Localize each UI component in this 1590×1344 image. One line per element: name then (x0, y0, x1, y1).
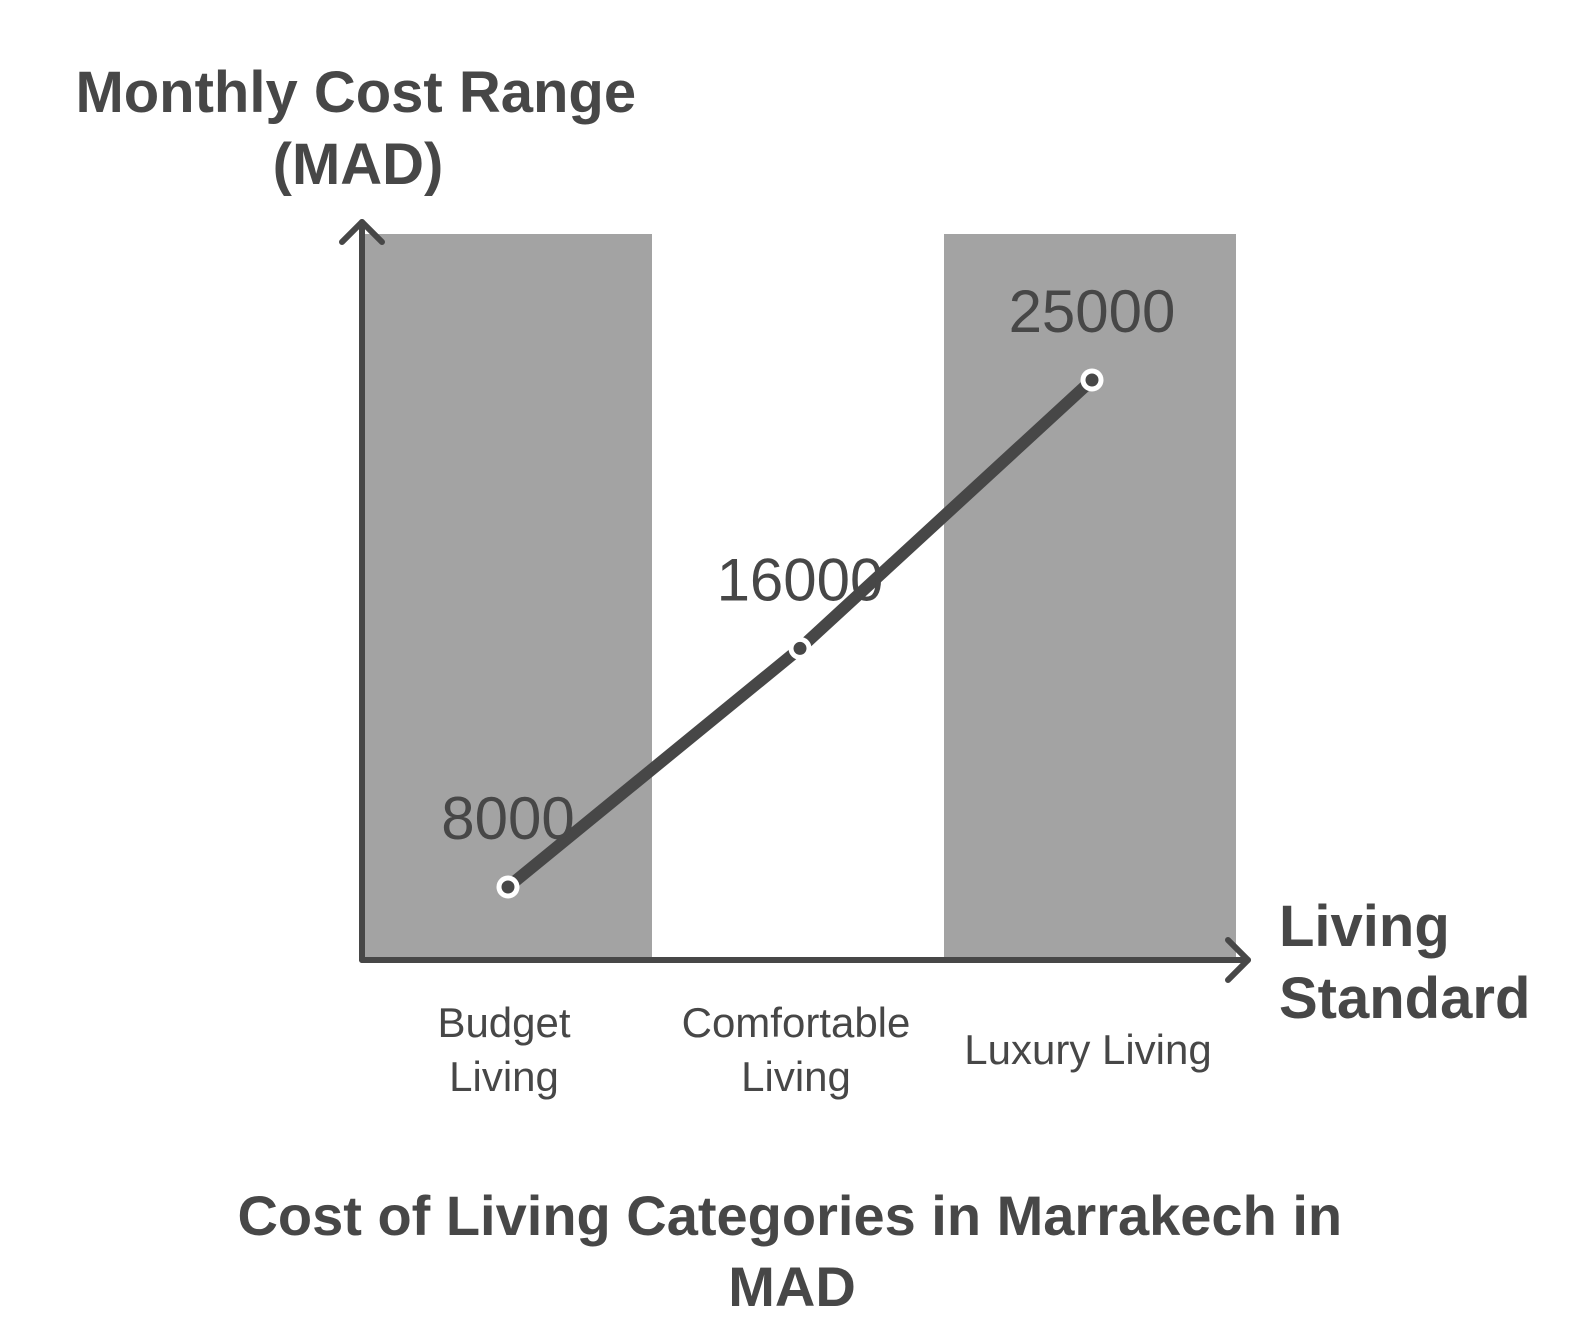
category-label-2-line-1: Comfortable (682, 999, 911, 1046)
category-label-3-line-1: Luxury Living (964, 1026, 1211, 1073)
data-label-2: 16000 (717, 546, 884, 613)
x-axis-label-line-1: Living (1279, 894, 1450, 959)
y-axis (339, 219, 385, 963)
x-axis-label-line-2: Standard (1279, 966, 1530, 1031)
category-label-2-line-2: Living (741, 1053, 851, 1100)
category-labels: Budget Living Comfortable Living Luxury Livi… (437, 999, 1211, 1100)
x-axis (359, 937, 1251, 983)
chart-title: Cost of Living Categories in Marrakech i… (237, 1184, 1346, 1318)
y-axis-label-line-1: Monthly Cost Range (75, 60, 636, 125)
y-axis-label: Monthly Cost Range (MAD) (75, 60, 640, 197)
background-bands (360, 234, 1236, 957)
data-label-3: 25000 (1009, 278, 1176, 345)
chart-title-line-1: Cost of Living Categories in Marrakech i… (237, 1184, 1342, 1247)
category-label-3: Luxury Living (964, 1026, 1211, 1073)
category-label-1: Budget Living (437, 999, 570, 1100)
y-axis-label-line-2: (MAD) (273, 132, 444, 197)
data-points (496, 368, 1104, 899)
category-label-1-line-1: Budget (437, 999, 570, 1046)
data-point-1 (496, 875, 520, 899)
band-3 (944, 234, 1236, 957)
band-1 (360, 234, 652, 957)
category-label-2: Comfortable Living (682, 999, 911, 1100)
category-label-1-line-2: Living (449, 1053, 559, 1100)
data-labels: 8000 16000 25000 (441, 278, 1175, 852)
x-axis-label: Living Standard (1279, 894, 1530, 1031)
data-point-3 (1080, 368, 1104, 392)
data-label-1: 8000 (441, 785, 574, 852)
chart-title-line-2: MAD (728, 1255, 856, 1318)
data-point-2 (788, 636, 812, 660)
